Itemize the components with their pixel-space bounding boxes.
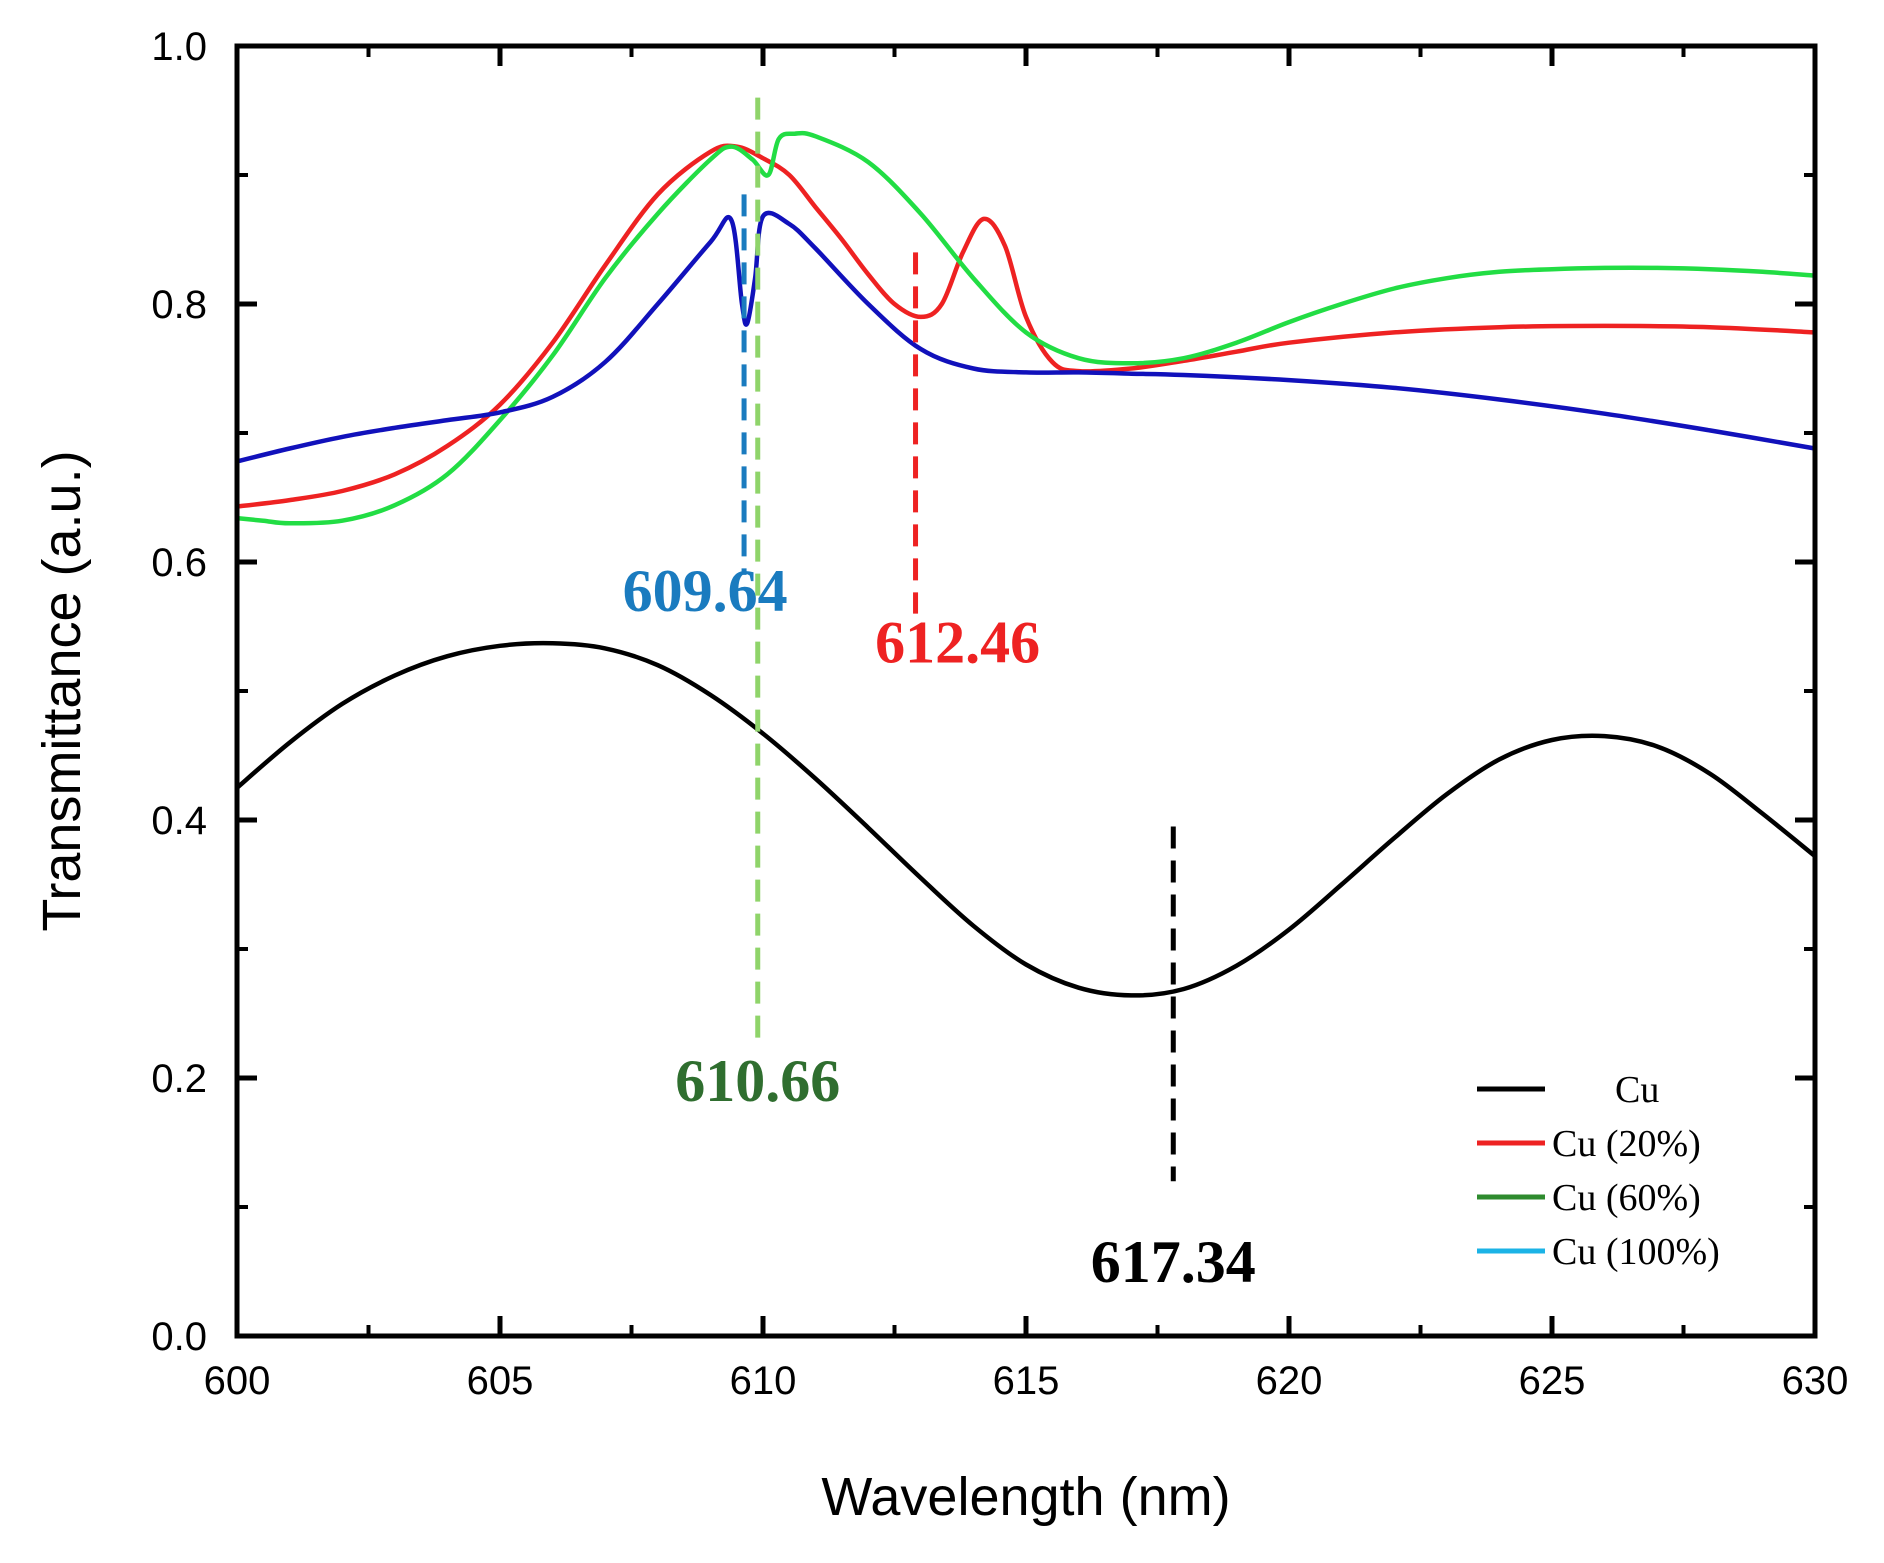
legend-label-cu-60: Cu (60%) <box>1552 1177 1701 1219</box>
series-line-cu-20 <box>236 143 1816 509</box>
x-tick-label-615: 615 <box>993 1359 1060 1403</box>
series-line-cu <box>235 640 1817 998</box>
plot-area <box>237 46 1815 1336</box>
series-layer <box>235 130 1817 998</box>
y-tick-label-0: 0.0 <box>151 1315 207 1359</box>
axis-layer: 600 605 610 615 620 625 630 0.0 0.2 0.4 0.6 0.8 1.0 <box>151 25 1848 1403</box>
y-tick-label-0.2: 0.2 <box>151 1057 207 1101</box>
x-tick-label-610: 610 <box>730 1359 797 1403</box>
y-tick-label-0.8: 0.8 <box>151 283 207 327</box>
y-tick-label-1: 1.0 <box>151 25 207 69</box>
x-tick-label-630: 630 <box>1782 1359 1849 1403</box>
y-axis-title: Transmittance (a.u.) <box>32 450 92 931</box>
annotation-label-610-66: 610.66 <box>675 1048 840 1114</box>
x-tick-label-625: 625 <box>1519 1359 1586 1403</box>
series-line-cu-60 <box>236 130 1816 526</box>
x-tick-label-600: 600 <box>204 1359 271 1403</box>
y-tick-label-0.4: 0.4 <box>151 799 207 843</box>
annotation-layer: 609.64 612.46 610.66 617.34 <box>623 97 1256 1295</box>
legend-label-cu-100: Cu (100%) <box>1552 1231 1720 1273</box>
x-tick-label-620: 620 <box>1256 1359 1323 1403</box>
x-axis-title: Wavelength (nm) <box>821 1467 1230 1527</box>
legend: Cu Cu (20%) Cu (60%) Cu (100%) <box>1477 1069 1720 1273</box>
legend-label-cu: Cu <box>1615 1069 1659 1111</box>
y-tick-label-0.6: 0.6 <box>151 541 207 585</box>
annotation-label-609-64: 609.64 <box>623 558 788 624</box>
x-tick-label-605: 605 <box>467 1359 534 1403</box>
annotation-label-617-34: 617.34 <box>1091 1229 1256 1295</box>
series-line-cu-100 <box>236 210 1816 464</box>
annotation-label-612-46: 612.46 <box>875 610 1040 676</box>
legend-label-cu-20: Cu (20%) <box>1552 1123 1701 1165</box>
